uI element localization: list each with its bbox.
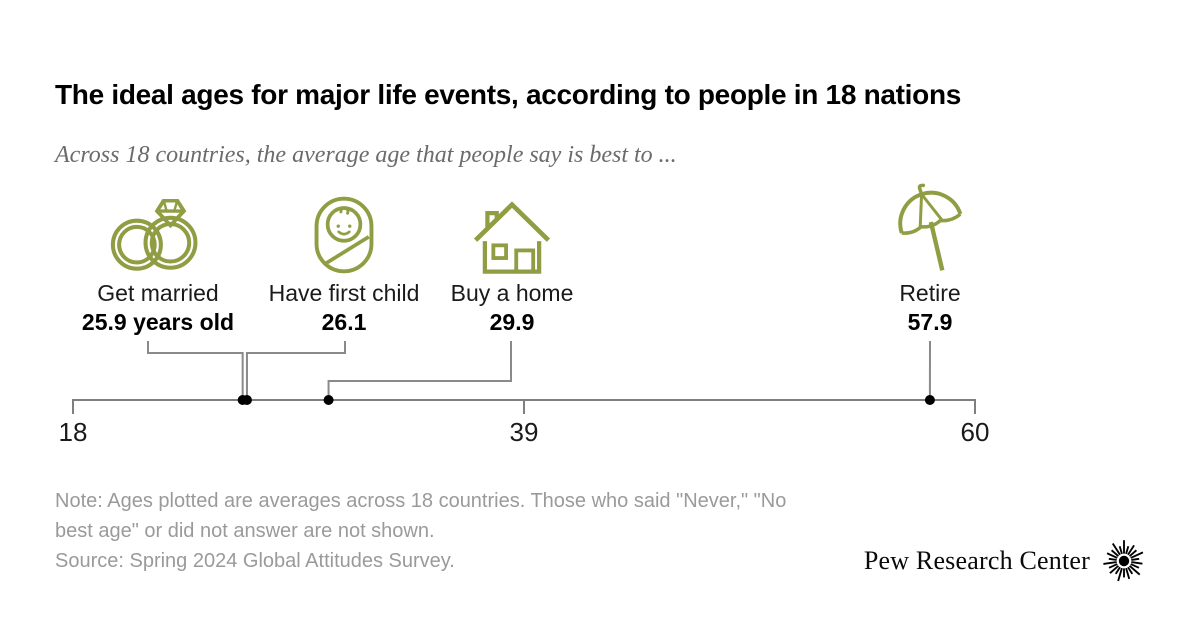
data-point-dot (323, 395, 334, 405)
event-label: Retire (899, 280, 961, 306)
event-value: 26.1 (321, 309, 367, 335)
event-column-retire: Retire 57.9 (815, 183, 1045, 338)
connector-line (245, 341, 346, 400)
swaddled-baby-icon (313, 183, 375, 275)
axis-tick-label: 18 (58, 417, 88, 447)
connector-line (147, 341, 244, 400)
event-label: Get married (97, 280, 219, 306)
data-point-dot (924, 395, 935, 405)
pew-branding: Pew Research Center (864, 538, 1147, 584)
event-value: 57.9 (907, 309, 953, 335)
event-column-get-married: Get married 25.9 years old (43, 183, 273, 338)
event-value: 29.9 (489, 309, 535, 335)
chart-note-line: best age" or did not answer are not show… (55, 520, 435, 542)
chart-note-line: Note: Ages plotted are averages across 1… (55, 490, 787, 512)
axis-tick-label: 39 (509, 417, 539, 447)
chart-source: Source: Spring 2024 Global Attitudes Sur… (55, 550, 455, 572)
event-column-have-first-child: Have first child 26.1 (229, 183, 459, 338)
axis-tick-label: 60 (960, 417, 990, 447)
connector-line (327, 341, 512, 400)
wedding-rings-icon (110, 183, 206, 275)
event-label: Buy a home (450, 280, 574, 306)
event-label: Have first child (268, 280, 420, 306)
beach-umbrella-icon (886, 183, 974, 275)
house-icon (462, 183, 562, 275)
event-column-buy-a-home: Buy a home 29.9 (397, 183, 627, 338)
data-point-dot (241, 395, 252, 405)
pew-wordmark: Pew Research Center (863, 546, 1090, 575)
event-value: 25.9 years old (81, 309, 235, 335)
chart-subtitle: Across 18 countries, the average age tha… (55, 142, 677, 168)
chart-footnote: Note: Ages plotted are averages across 1… (55, 486, 875, 576)
page-title: The ideal ages for major life events, ac… (55, 78, 962, 110)
pew-sunburst-icon (1103, 540, 1144, 582)
